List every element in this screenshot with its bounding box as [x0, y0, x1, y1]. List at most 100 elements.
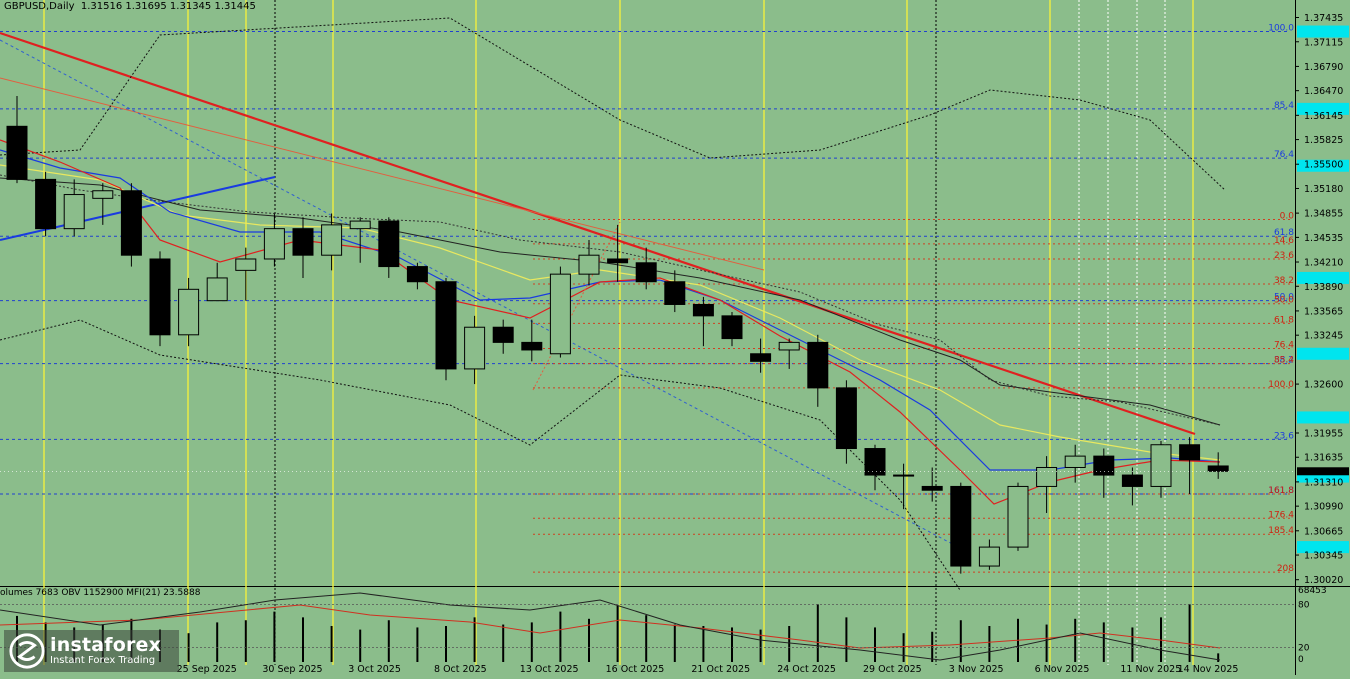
indicator-readout: olumes 7683 OBV 1152900 MFI(21) 23.5888: [0, 588, 201, 598]
price-axis-label: 1.31955: [1304, 428, 1343, 439]
fib-level-label: 0.0: [1280, 212, 1295, 222]
fib-level-label: 23.6: [1274, 431, 1294, 441]
bearish-candle: [6, 125, 28, 180]
bullish-candle: [578, 254, 600, 275]
chart-header: GBPUSD,Daily 1.31516 1.31695 1.31345 1.3…: [4, 1, 256, 12]
bearish-candle: [635, 262, 657, 283]
price-axis-label: 1.33565: [1304, 306, 1343, 317]
instaforex-logo-icon: [9, 633, 45, 669]
price-axis-label: 1.30345: [1304, 551, 1343, 562]
blue-dashed-channel-line: [0, 39, 961, 549]
logo-name: instaforex: [50, 634, 162, 656]
bullish-candle: [1064, 455, 1086, 468]
moving-average-blue: [0, 149, 1221, 471]
level-price-marker: [1297, 271, 1349, 284]
price-axis-label: 1.34855: [1304, 209, 1343, 220]
price-axis-label: 1.30990: [1304, 502, 1343, 513]
fib-level-label: 208: [1277, 564, 1294, 574]
bearish-candle: [607, 258, 629, 264]
price-axis-label: 1.36470: [1304, 86, 1343, 97]
bearish-candle: [807, 341, 829, 389]
level-price-marker: [1297, 159, 1349, 172]
bullish-candle: [1007, 485, 1029, 548]
price-axis-label: 1.31635: [1304, 453, 1343, 464]
fib-level-label: 185.4: [1268, 526, 1294, 536]
price-axis-label: 1.30020: [1304, 575, 1343, 586]
bullish-candle: [549, 273, 571, 355]
bearish-candle: [864, 448, 886, 476]
indicator-axis-label: 68453: [1298, 586, 1327, 596]
price-axis-label: 1.35825: [1304, 135, 1343, 146]
price-axis-label: 1.33245: [1304, 331, 1343, 342]
bearish-candle: [692, 303, 714, 317]
price-axis-label: 1.37115: [1304, 37, 1343, 48]
bullish-candle: [92, 190, 114, 199]
fib-level-label: 76.4: [1274, 150, 1294, 160]
price-axis-label: 1.33890: [1304, 282, 1343, 293]
instaforex-watermark: instaforex Instant Forex Trading: [4, 630, 179, 672]
bearish-candle: [435, 281, 457, 370]
date-axis-label: 6 Nov 2025: [1035, 664, 1090, 675]
fib-level-label: 50.0: [1274, 293, 1294, 303]
bearish-candle: [406, 266, 428, 283]
bullish-candle: [349, 220, 371, 230]
fib-level-label: 161.8: [1268, 486, 1294, 496]
bearish-candle: [921, 485, 943, 491]
level-price-marker: [1297, 102, 1349, 115]
price-axis-label: 1.34535: [1304, 233, 1343, 244]
fib-level-label: 85.4: [1274, 356, 1294, 366]
date-axis-label: 3 Oct 2025: [348, 664, 401, 675]
price-axis-label: 1.35180: [1304, 184, 1343, 195]
level-price-marker: [1297, 541, 1349, 554]
bullish-candle: [235, 258, 257, 271]
level-price-marker: [1297, 347, 1349, 360]
bullish-candle: [263, 228, 285, 260]
date-axis-label: 24 Oct 2025: [777, 664, 836, 675]
date-axis-label: 21 Oct 2025: [691, 664, 750, 675]
fib-level-label: 100.0: [1268, 24, 1294, 34]
fib-level-label: 176.4: [1268, 510, 1294, 520]
bullish-candle: [206, 277, 228, 302]
symbol-label: GBPUSD,Daily: [4, 1, 75, 12]
fib-anchor-line: [532, 221, 621, 391]
bearish-candle: [721, 315, 743, 340]
bullish-candle: [321, 224, 343, 256]
bearish-candle: [292, 228, 314, 256]
obv-line: [0, 604, 1221, 649]
bearish-candle: [1093, 455, 1115, 476]
level-price-marker: [1297, 411, 1349, 424]
date-axis-label: 16 Oct 2025: [606, 664, 665, 675]
fib-level-label: 100.0: [1268, 380, 1294, 390]
bearish-candle: [835, 387, 857, 450]
price-axis-label: 1.36145: [1304, 111, 1343, 122]
fib-level-label: 38.2: [1274, 276, 1294, 286]
date-axis-label: 25 Sep 2025: [177, 664, 237, 675]
current-price-marker: [1297, 467, 1349, 476]
bearish-candle: [1179, 444, 1201, 461]
price-axis-label: 1.34210: [1304, 258, 1343, 269]
bearish-candle: [750, 353, 772, 362]
bearish-candle: [120, 190, 142, 256]
date-axis-label: 29 Oct 2025: [863, 664, 922, 675]
main-downtrend-line: [0, 31, 1196, 436]
ohlc-readout: 1.31516 1.31695 1.31345 1.31445: [80, 1, 256, 12]
price-axis-label: 1.36790: [1304, 62, 1343, 73]
fib-level-label: 61.8: [1274, 228, 1294, 238]
price-axis-label: 1.31310: [1304, 477, 1343, 488]
bullish-candle: [1036, 466, 1058, 487]
bearish-candle: [1121, 474, 1143, 487]
fib-level-label: 50.0: [1274, 296, 1294, 306]
bullish-candle: [778, 341, 800, 351]
bullish-candle: [893, 474, 915, 477]
moving-average-slow: [0, 177, 1221, 426]
indicator-panel: [0, 587, 1295, 665]
fib-level-label: 38.2: [1274, 356, 1294, 366]
bearish-candle: [521, 341, 543, 351]
logo-tagline: Instant Forex Trading: [50, 655, 156, 666]
bullish-candle: [63, 194, 85, 230]
indicator-axis-label: 80: [1298, 600, 1310, 610]
date-axis-label: 14 Nov 2025: [1178, 664, 1239, 675]
bullish-candle: [178, 288, 200, 336]
